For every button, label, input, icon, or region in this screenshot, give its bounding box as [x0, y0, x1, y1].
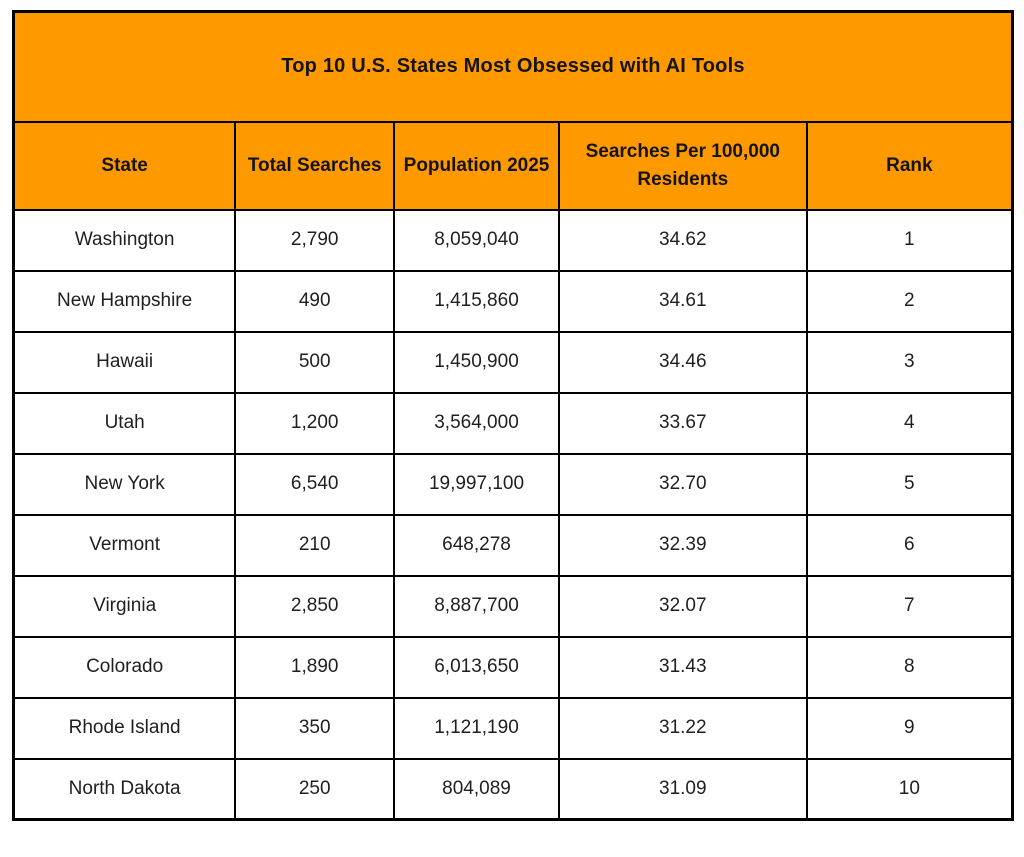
cell-searches-per-100k: 34.62: [557, 208, 808, 272]
cell-rank: 10: [805, 757, 1014, 821]
cell-population: 3,564,000: [393, 391, 560, 455]
cell-rank: 2: [805, 269, 1014, 333]
cell-total-searches: 250: [234, 757, 396, 821]
table-row: Colorado 1,890 6,013,650 31.43 8: [12, 635, 1014, 699]
cell-state: Hawaii: [12, 330, 237, 394]
cell-searches-per-100k: 34.61: [557, 269, 808, 333]
column-header-state: State: [12, 120, 237, 211]
cell-total-searches: 2,790: [234, 208, 396, 272]
column-header-searches-per-100k: Searches Per 100,000 Residents: [557, 120, 808, 211]
cell-total-searches: 500: [234, 330, 396, 394]
cell-searches-per-100k: 32.39: [557, 513, 808, 577]
cell-population: 1,450,900: [393, 330, 560, 394]
cell-state: Virginia: [12, 574, 237, 638]
cell-rank: 6: [805, 513, 1014, 577]
cell-population: 648,278: [393, 513, 560, 577]
cell-searches-per-100k: 31.09: [557, 757, 808, 821]
table-title: Top 10 U.S. States Most Obsessed with AI…: [12, 10, 1014, 123]
header-row: State Total Searches Population 2025 Sea…: [12, 120, 1014, 211]
cell-state: Colorado: [12, 635, 237, 699]
cell-total-searches: 1,890: [234, 635, 396, 699]
column-header-total-searches: Total Searches: [234, 120, 396, 211]
cell-rank: 7: [805, 574, 1014, 638]
cell-state: Utah: [12, 391, 237, 455]
cell-state: New York: [12, 452, 237, 516]
cell-state: Rhode Island: [12, 696, 237, 760]
cell-searches-per-100k: 32.70: [557, 452, 808, 516]
cell-searches-per-100k: 33.67: [557, 391, 808, 455]
cell-searches-per-100k: 34.46: [557, 330, 808, 394]
title-row: Top 10 U.S. States Most Obsessed with AI…: [12, 10, 1014, 123]
cell-total-searches: 490: [234, 269, 396, 333]
cell-population: 8,059,040: [393, 208, 560, 272]
cell-searches-per-100k: 31.22: [557, 696, 808, 760]
column-header-population: Population 2025: [393, 120, 560, 211]
cell-total-searches: 2,850: [234, 574, 396, 638]
cell-state: North Dakota: [12, 757, 237, 821]
cell-rank: 1: [805, 208, 1014, 272]
cell-searches-per-100k: 32.07: [557, 574, 808, 638]
cell-state: Washington: [12, 208, 237, 272]
ai-tools-table: Top 10 U.S. States Most Obsessed with AI…: [12, 10, 1014, 821]
column-header-rank: Rank: [805, 120, 1014, 211]
cell-state: New Hampshire: [12, 269, 237, 333]
table-row: Vermont 210 648,278 32.39 6: [12, 513, 1014, 577]
table-row: Rhode Island 350 1,121,190 31.22 9: [12, 696, 1014, 760]
cell-rank: 9: [805, 696, 1014, 760]
cell-total-searches: 210: [234, 513, 396, 577]
table-row: Utah 1,200 3,564,000 33.67 4: [12, 391, 1014, 455]
cell-total-searches: 6,540: [234, 452, 396, 516]
cell-rank: 4: [805, 391, 1014, 455]
cell-population: 19,997,100: [393, 452, 560, 516]
cell-state: Vermont: [12, 513, 237, 577]
table-row: New York 6,540 19,997,100 32.70 5: [12, 452, 1014, 516]
cell-total-searches: 350: [234, 696, 396, 760]
cell-rank: 3: [805, 330, 1014, 394]
cell-searches-per-100k: 31.43: [557, 635, 808, 699]
cell-population: 804,089: [393, 757, 560, 821]
table-row: Washington 2,790 8,059,040 34.62 1: [12, 208, 1014, 272]
cell-rank: 8: [805, 635, 1014, 699]
cell-rank: 5: [805, 452, 1014, 516]
table-row: Virginia 2,850 8,887,700 32.07 7: [12, 574, 1014, 638]
table-row: North Dakota 250 804,089 31.09 10: [12, 757, 1014, 821]
table-row: Hawaii 500 1,450,900 34.46 3: [12, 330, 1014, 394]
cell-population: 6,013,650: [393, 635, 560, 699]
cell-population: 8,887,700: [393, 574, 560, 638]
table-row: New Hampshire 490 1,415,860 34.61 2: [12, 269, 1014, 333]
cell-population: 1,121,190: [393, 696, 560, 760]
cell-population: 1,415,860: [393, 269, 560, 333]
cell-total-searches: 1,200: [234, 391, 396, 455]
